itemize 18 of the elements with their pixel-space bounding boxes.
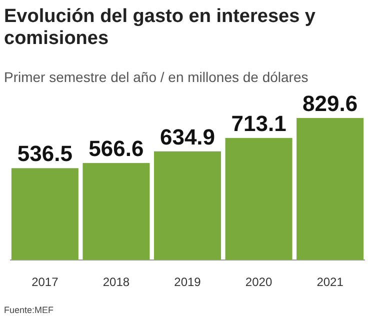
chart-subtitle: Primer semestre del año / en millones de dólares <box>4 69 308 85</box>
x-tick-label: 2017 <box>32 275 59 289</box>
bar <box>296 118 364 260</box>
data-label: 713.1 <box>231 110 286 136</box>
chart-title: Evolución del gasto en intereses y comisiones <box>4 6 316 49</box>
data-label: 536.5 <box>17 141 72 166</box>
data-label: 566.6 <box>88 136 144 162</box>
bar <box>225 138 292 260</box>
x-tick-label: 2019 <box>174 275 202 289</box>
x-tick-label: 2018 <box>102 275 130 289</box>
data-label: 634.9 <box>160 124 216 150</box>
source-note: Fuente:MEF <box>4 305 54 315</box>
bar <box>82 163 150 260</box>
bar <box>11 168 78 260</box>
bar <box>154 151 222 260</box>
x-tick-label: 2021 <box>316 275 344 289</box>
data-label: 829.6 <box>302 91 358 116</box>
x-tick-label: 2020 <box>245 275 272 289</box>
